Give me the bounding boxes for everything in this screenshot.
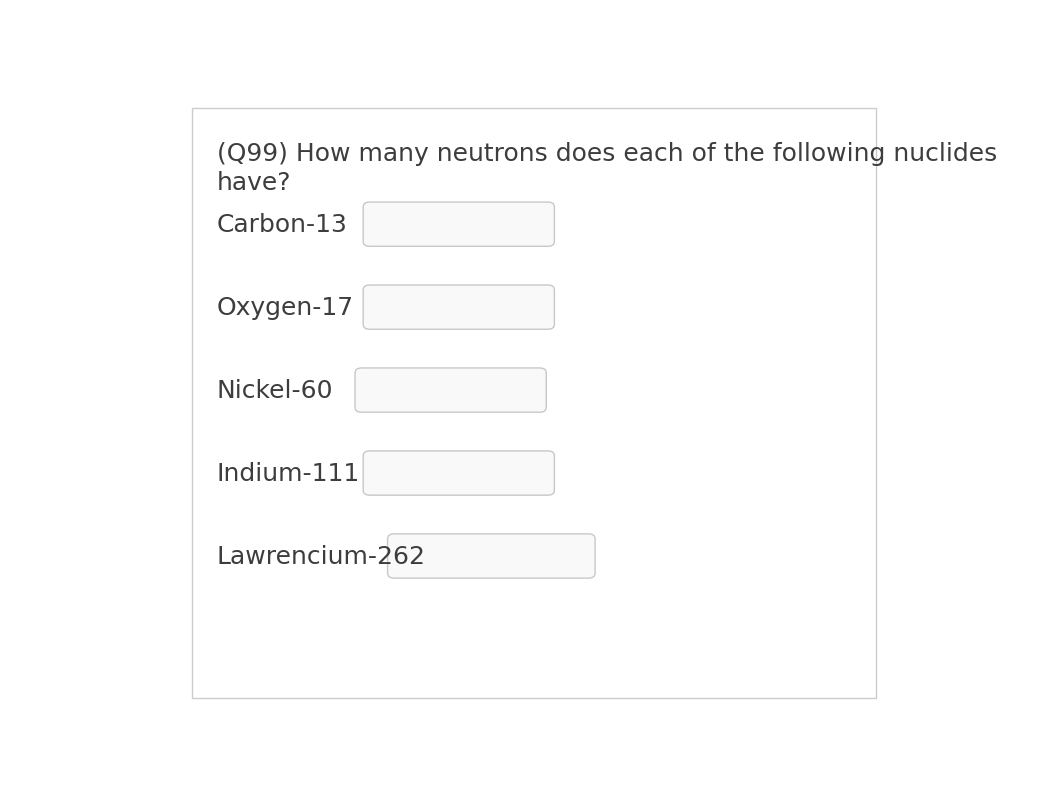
Text: (Q99) How many neutrons does each of the following nuclides: (Q99) How many neutrons does each of the… [216,142,996,166]
FancyBboxPatch shape [192,108,876,698]
FancyBboxPatch shape [363,285,554,330]
Text: have?: have? [216,171,291,195]
FancyBboxPatch shape [387,534,595,578]
FancyBboxPatch shape [363,451,554,495]
Text: Nickel-60: Nickel-60 [216,379,333,403]
FancyBboxPatch shape [355,368,546,413]
Text: Lawrencium-262: Lawrencium-262 [216,544,425,569]
Text: Indium-111: Indium-111 [216,462,360,486]
Text: Oxygen-17: Oxygen-17 [216,296,354,320]
FancyBboxPatch shape [363,202,554,247]
Text: Carbon-13: Carbon-13 [216,213,348,237]
